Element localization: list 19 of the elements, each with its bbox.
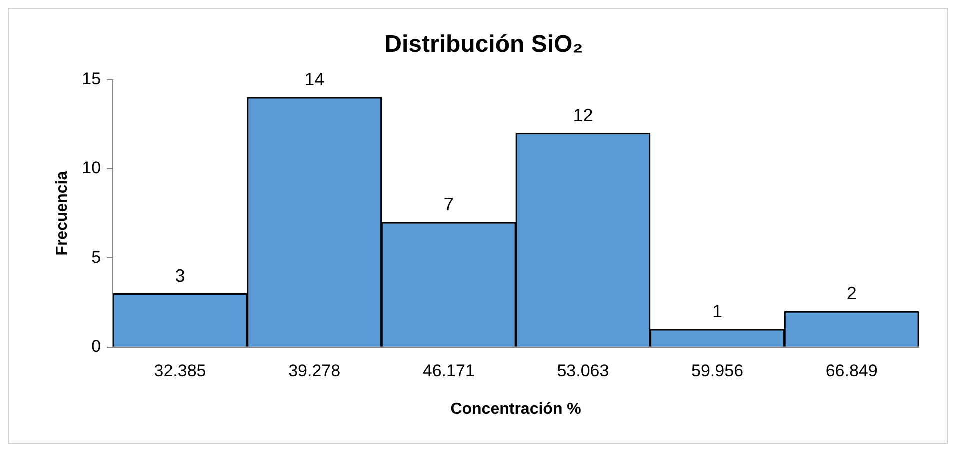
- data-label: 14: [304, 70, 325, 90]
- data-label: 7: [444, 194, 454, 214]
- x-tick-label: 59.956: [692, 361, 744, 380]
- x-tick-label: 66.849: [826, 361, 878, 380]
- x-tick-label: 39.278: [288, 361, 341, 380]
- y-tick-label: 10: [82, 158, 102, 178]
- data-label: 1: [712, 302, 723, 322]
- y-tick-label: 15: [82, 69, 102, 88]
- chart-title: Distribución SiO₂: [384, 31, 584, 58]
- y-axis-title: Frecuencia: [54, 171, 72, 256]
- y-tick-label: 5: [92, 248, 102, 267]
- x-tick-label: 32.385: [154, 361, 206, 380]
- y-tick-label: 0: [92, 337, 102, 356]
- data-label: 12: [573, 105, 594, 126]
- x-tick-label: 53.063: [557, 361, 610, 380]
- data-label: 3: [175, 266, 186, 286]
- x-axis-title: Concentración %: [450, 400, 582, 418]
- x-tick-label: 46.171: [422, 361, 475, 380]
- data-label: 2: [846, 284, 857, 304]
